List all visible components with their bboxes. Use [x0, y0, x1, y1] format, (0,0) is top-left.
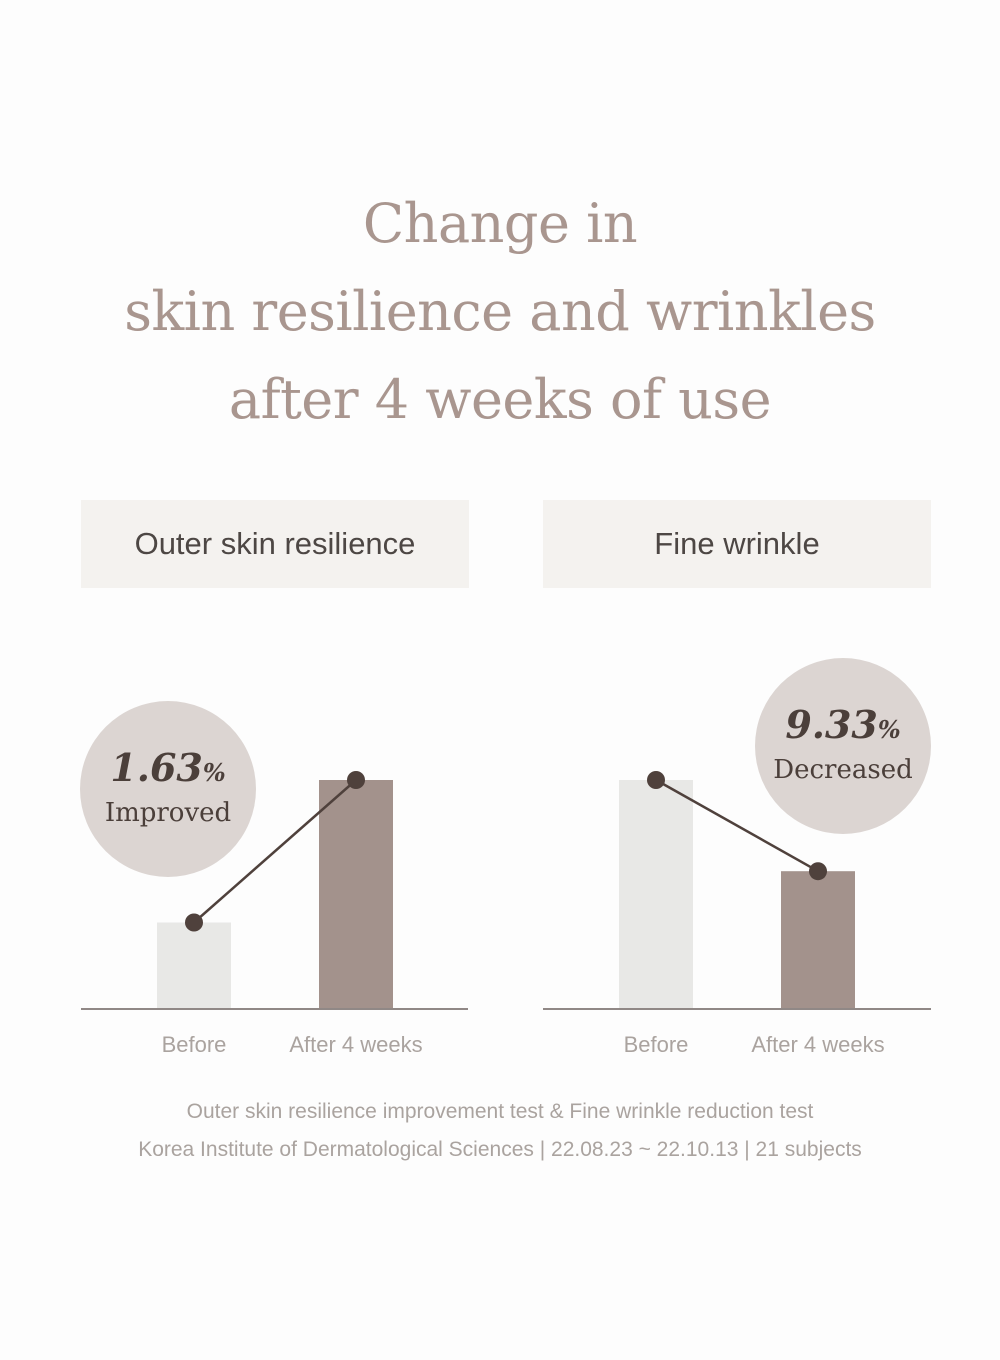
title-line-3: after 4 weeks of use — [228, 368, 772, 431]
wrinkle-badge — [755, 658, 931, 834]
wrinkle-trend-line — [655, 778, 819, 873]
wrinkle-marker-before — [647, 771, 665, 789]
page-title: Change in skin resilience and wrinkles a… — [0, 180, 1000, 444]
wrinkle-bar-before — [619, 780, 693, 1008]
resilience-trend-line — [193, 779, 357, 924]
chart-title-resilience: Outer skin resilience — [81, 500, 469, 588]
resilience-bar-before — [157, 922, 231, 1008]
chart-title-wrinkle: Fine wrinkle — [543, 500, 931, 588]
wrinkle-badge-label: Decreased — [773, 755, 912, 785]
title-line-2: skin resilience and wrinkles — [124, 280, 876, 343]
resilience-tick-label-after: After 4 weeks — [289, 1032, 422, 1057]
resilience-marker-before — [185, 913, 203, 932]
resilience-tick-label-before: Before — [162, 1032, 227, 1057]
resilience-marker-after — [347, 771, 365, 789]
resilience-badge-label: Improved — [105, 798, 231, 828]
wrinkle-bar-after — [781, 871, 855, 1008]
footnote-source: Korea Institute of Dermatological Scienc… — [138, 1138, 862, 1161]
wrinkle-tick-label-after: After 4 weeks — [751, 1032, 884, 1057]
wrinkle-tick-label-before: Before — [624, 1032, 689, 1057]
title-line-1: Change in — [362, 192, 638, 255]
resilience-badge-value: 1.63% — [110, 745, 225, 790]
wrinkle-badge-value: 9.33% — [785, 702, 900, 747]
wrinkle-marker-after — [809, 862, 827, 881]
footnote-test-name: Outer skin resilience improvement test &… — [186, 1100, 814, 1123]
resilience-badge — [80, 701, 256, 877]
resilience-bar-after — [319, 780, 393, 1008]
